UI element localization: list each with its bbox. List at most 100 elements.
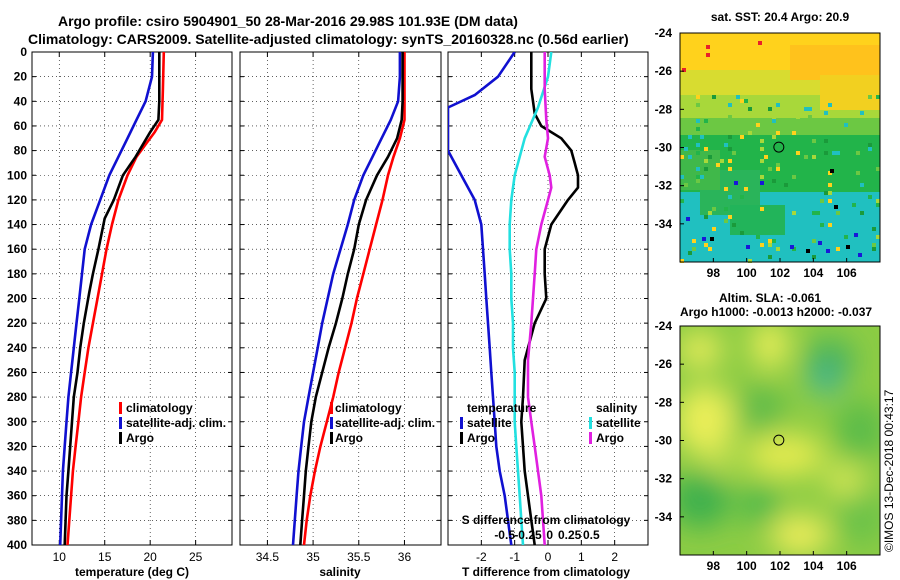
series-line-satellite-adj-clim- xyxy=(291,52,402,545)
sst-pixel-dark xyxy=(706,45,710,49)
y-tick-label: 200 xyxy=(7,292,27,306)
sst-pixel xyxy=(700,175,704,179)
sst-pixel xyxy=(748,259,752,263)
sst-pixel xyxy=(872,227,876,231)
sst-map-axes: 98 100 102 104 106 -24 -26 -28 -30 -32 -34 xyxy=(655,26,857,280)
sst-pixel xyxy=(868,143,872,147)
sst-pixel xyxy=(704,147,708,151)
sst-pixel xyxy=(812,239,816,243)
sst-pixel-dark xyxy=(790,245,794,249)
x-tick-label: -1 xyxy=(509,550,520,564)
sst-pixel xyxy=(768,167,772,171)
sst-pixel xyxy=(744,187,748,191)
sst-pixel xyxy=(788,147,792,151)
sst-pixel xyxy=(856,151,860,155)
map-y-tick-label: -30 xyxy=(655,434,673,448)
map-x-tick-label: 100 xyxy=(737,266,757,280)
sst-pixel-dark xyxy=(846,245,850,249)
sst-pixel xyxy=(696,103,700,107)
sst-pixel xyxy=(764,155,768,159)
sst-pixel xyxy=(800,183,804,187)
y-tick-label: 260 xyxy=(7,365,27,379)
sst-pixel xyxy=(760,139,764,143)
sst-pixel xyxy=(680,175,684,179)
sst-pixel xyxy=(728,195,732,199)
sst-pixel xyxy=(876,167,880,171)
legend-label-t-satellite: satellite xyxy=(467,416,512,430)
series-line-argo xyxy=(299,52,404,545)
salinity-legend: climatology satellite-adj. clim. Argo xyxy=(330,401,435,445)
sst-pixel xyxy=(688,135,692,139)
sst-pixel xyxy=(868,195,872,199)
sst-pixel xyxy=(704,159,708,163)
sst-pixel xyxy=(820,199,824,203)
series-line-climatology xyxy=(66,52,166,545)
sst-pixel-dark xyxy=(758,41,762,45)
sst-pixel xyxy=(720,159,724,163)
legend-label-climatology: climatology xyxy=(126,401,193,415)
sst-pixel xyxy=(768,243,772,247)
y-tick-label: 220 xyxy=(7,316,27,330)
sst-pixel xyxy=(820,223,824,227)
legend-swatch-argo xyxy=(119,432,122,444)
sst-pixel-dark xyxy=(710,237,714,241)
sst-pixel xyxy=(824,139,828,143)
x-tick-label: 1 xyxy=(578,550,585,564)
sst-pixel xyxy=(832,151,836,155)
sst-pixel xyxy=(856,171,860,175)
sst-pixel xyxy=(704,243,708,247)
sst-pixel xyxy=(716,163,720,167)
y-tick-label: 80 xyxy=(14,144,28,158)
y-tick-label: 160 xyxy=(7,242,27,256)
map-x-tick-label: 104 xyxy=(803,266,823,280)
sst-pixel xyxy=(728,147,732,151)
sst-pixel xyxy=(760,243,764,247)
sst-pixel xyxy=(696,95,700,99)
sst-pixel xyxy=(740,231,744,235)
sst-pixel xyxy=(872,243,876,247)
sst-pixel xyxy=(812,123,816,127)
sst-pixel xyxy=(776,247,780,251)
sst-pixel xyxy=(812,175,816,179)
sst-pixel xyxy=(824,151,828,155)
sst-pixel xyxy=(680,199,684,203)
sst-map xyxy=(680,33,880,263)
sst-pixel xyxy=(860,111,864,115)
sst-pixel xyxy=(868,147,872,151)
sst-pixel xyxy=(700,135,704,139)
difference-series xyxy=(448,52,580,545)
series-line-satellite-adj-clim- xyxy=(58,52,155,545)
sst-pixel xyxy=(728,159,732,163)
sst-pixel xyxy=(868,179,872,183)
sla-profile-marker xyxy=(773,434,785,446)
map-y-tick-label: -30 xyxy=(655,141,673,155)
legend-swatch-climatology xyxy=(330,402,333,414)
legend-label-satellite: satellite-adj. clim. xyxy=(126,416,226,430)
sst-pixel xyxy=(784,183,788,187)
s-tick-label: 0.5 xyxy=(583,528,600,542)
legend-swatch-satellite xyxy=(330,417,333,429)
sst-pixel-dark xyxy=(702,237,706,241)
sst-pixel xyxy=(860,195,864,199)
sst-pixel xyxy=(824,147,828,151)
sst-pixel xyxy=(868,95,872,99)
legend-swatch-t-argo xyxy=(460,432,463,444)
sst-pixel xyxy=(728,167,732,171)
y-tick-label: 180 xyxy=(7,267,27,281)
sst-pixel xyxy=(680,259,684,263)
s-difference-label: S difference from climatology xyxy=(462,513,631,527)
map-x-tick-label: 102 xyxy=(770,559,790,573)
legend-swatch-climatology xyxy=(119,402,122,414)
sst-pixel xyxy=(756,123,760,127)
y-tick-label: 340 xyxy=(7,464,27,478)
sst-pixel xyxy=(756,235,760,239)
series-line-argo xyxy=(63,52,161,545)
sst-pixel xyxy=(772,239,776,243)
sst-pixel xyxy=(824,191,828,195)
sst-pixel xyxy=(776,187,780,191)
salinity-series xyxy=(291,52,406,545)
sst-pixel xyxy=(772,179,776,183)
temperature-grid xyxy=(32,52,232,545)
map-y-tick-label: -34 xyxy=(655,510,673,524)
legend-label-argo: Argo xyxy=(335,431,363,445)
